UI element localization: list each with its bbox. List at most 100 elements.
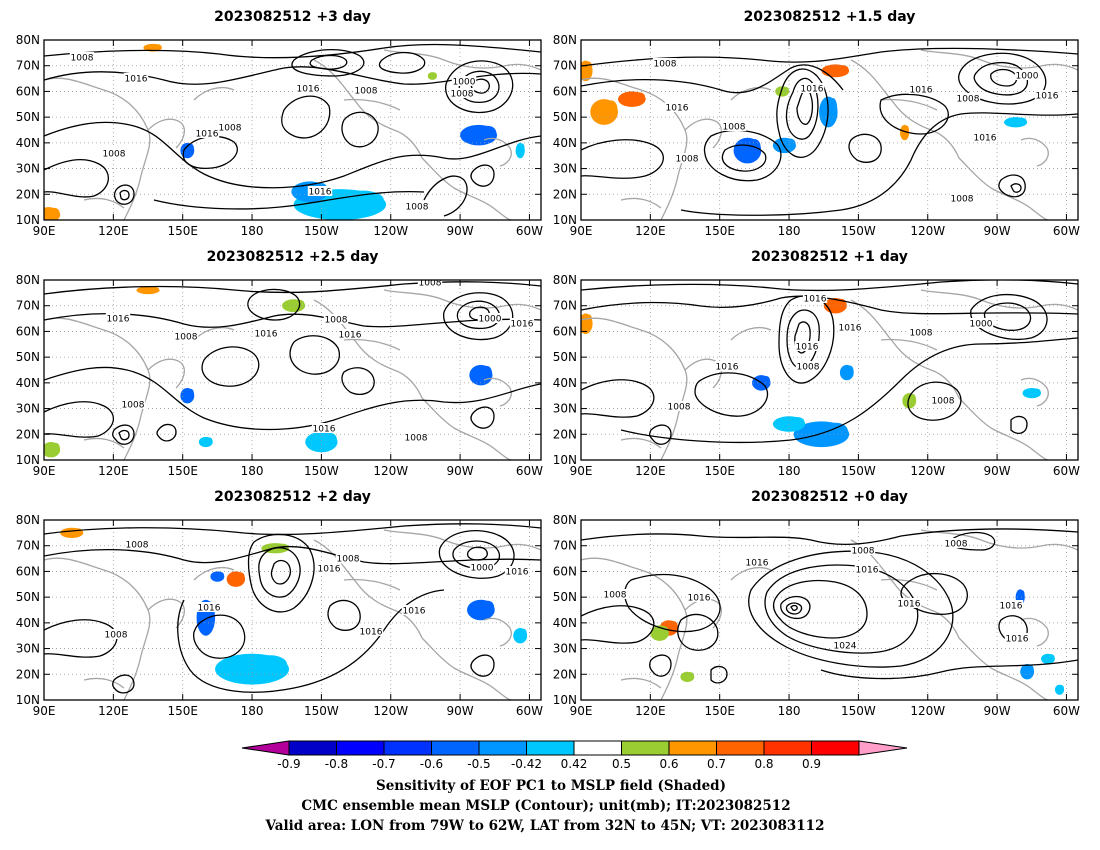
map-panel-1: 2023082512 +3 day10081016100810001008101… [16,9,543,238]
lat-tick-label: 70N [16,299,40,313]
contour-label: 1024 [834,642,857,652]
coastline [920,49,1078,71]
lon-tick-label: 90E [570,464,593,478]
contour-labels: 1008 1016 1000 1008 1016 1016 1016 1008 1008 1016… [652,58,1060,205]
lat-tick-label: 40N [553,376,577,390]
colorbar-swatch [383,740,432,756]
coastline [83,197,125,209]
caption-line-3: Valid area: LON from 79W to 62W, LAT fro… [265,818,825,834]
contour-label-bg [323,314,349,324]
contour-label: 1016 [196,130,219,140]
isobar [470,654,495,677]
coastline [83,437,125,449]
contour-label-bg [795,361,821,371]
shaded-region [789,417,805,427]
isobar [44,159,109,198]
lat-tick-label: 70N [16,539,40,553]
panel-title: 2023082512 +0 day [751,489,908,505]
coastlines [581,529,1078,700]
colorbar-label: 0.6 [659,757,678,771]
shaded-region [909,393,916,404]
lon-tick-label: 150E [167,224,198,238]
lat-tick-label: 60N [553,84,577,98]
shaded-region [217,571,224,579]
lat-tick-label: 30N [16,402,40,416]
lon-tick-label: 120W [373,704,408,718]
isobar [1010,183,1022,193]
contour-label-bg [358,626,384,636]
isobar [247,533,315,613]
contour-label-bg [504,566,530,576]
lat-tick-label: 80N [553,33,577,47]
isobar [201,346,260,387]
grid-lines [44,280,541,460]
colorbar-swatch [668,740,717,756]
shaded-region [585,314,593,327]
caption-line-1: Sensitivity of EOF PC1 to MSLP field (Sh… [376,778,726,794]
contour-label-bg [123,73,149,83]
lon-tick-label: 150E [704,704,735,718]
isobar [581,47,1078,67]
lat-tick-label: 40N [16,376,40,390]
shaded-region [847,365,854,375]
coastline [730,326,772,341]
lon-tick-label: 180 [778,224,801,238]
lat-tick-label: 20N [553,667,577,681]
coastline [147,358,186,389]
lon-tick-label: 150W [304,464,339,478]
mslp-contours [581,47,1078,216]
panel-frame [580,39,1079,221]
isobar [970,293,1048,340]
colorbar-label: -0.42 [511,757,542,771]
panel-title: 2023082512 +1.5 day [744,9,916,25]
isobar [776,68,829,158]
isobar [458,70,500,103]
lat-tick-label: 60N [553,564,577,578]
coastline [193,86,235,101]
coastline [620,197,662,209]
shaded-region [1048,654,1055,661]
lat-tick-label: 50N [553,110,577,124]
contour-label-bg [943,538,969,548]
caption-line-2: CMC ensemble mean MSLP (Contour); unit(m… [301,798,790,814]
contour-label: 1008 [910,329,933,339]
isobar [112,674,135,694]
contour-label: 1016 [309,188,332,198]
colorbar-label: -0.8 [325,757,348,771]
shaded-region [481,365,492,379]
isobar [270,559,292,585]
lon-tick-label: 60W [1053,704,1080,718]
contour-label-bg [949,193,975,203]
lon-tick-label: 120W [373,224,408,238]
contour-label: 1008 [604,591,627,601]
colorbar-max-arrow [858,740,908,756]
isobar [118,429,130,441]
coastline [620,437,662,449]
contour-label: 1008 [71,54,94,64]
lat-tick-label: 50N [16,590,40,604]
coastline [193,566,235,581]
lon-tick-label: 180 [778,464,801,478]
panel-title: 2023082512 +3 day [214,9,371,25]
colorbar: -0.9 -0.8 -0.7 -0.6 -0.5 -0.42 0.42 0.5 0.6 0.7 0.… [241,740,908,771]
shaded-region [904,125,910,135]
lon-tick-label: 90E [33,464,56,478]
panel-plot-area: 1008 1016 1016 1008 1016 1024 1016 1016 1008 1016 [581,520,1078,700]
isobar [247,288,301,321]
lon-tick-label: 90E [570,224,593,238]
coastline [383,289,541,311]
contour-label-bg [714,361,740,371]
contour-label: 1008 [654,60,677,70]
isobar [900,573,968,615]
contour-label-bg [972,132,998,142]
isobar [44,401,114,438]
contour-label-bg [217,122,243,132]
panel-plot-area: 1016 1016 1008 1000 1008 1016 1008 1008 1016 [581,280,1078,460]
isobar [848,133,882,163]
contour-label-bg [509,318,535,328]
contour-label: 1016 [506,568,529,578]
lat-tick-label: 30N [553,162,577,176]
lat-tick-label: 10N [16,213,40,227]
lat-tick-label: 40N [16,616,40,630]
